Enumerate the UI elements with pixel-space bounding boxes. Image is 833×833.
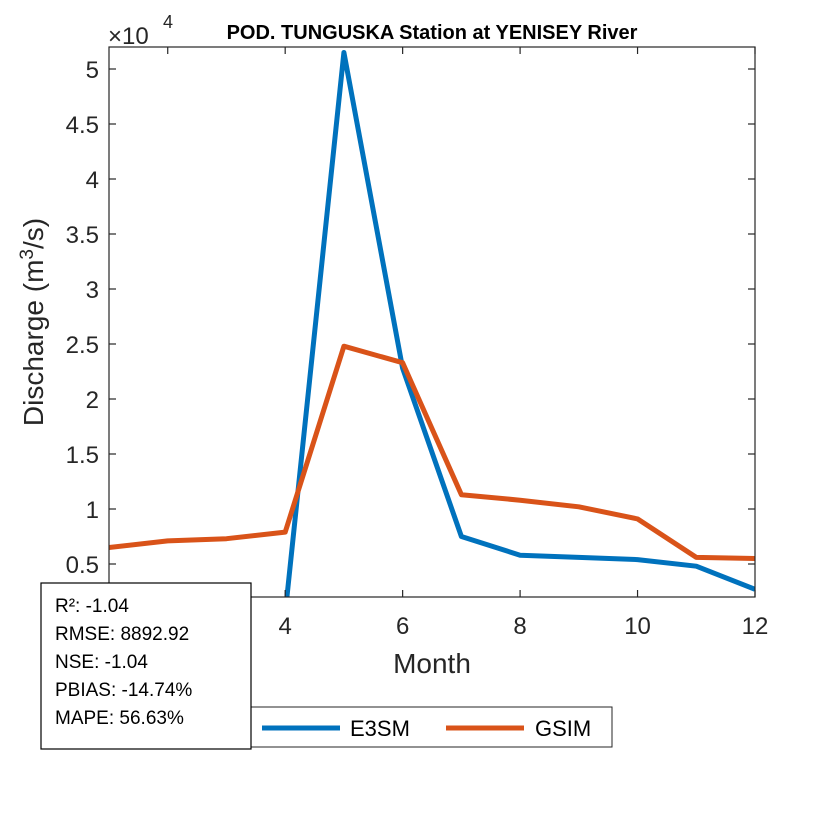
y-tick-label: 1 — [86, 497, 99, 524]
y-tick-label: 4.5 — [66, 112, 99, 139]
chart-title: POD. TUNGUSKA Station at YENISEY River — [227, 22, 638, 44]
x-tick-label: 6 — [396, 613, 409, 640]
y-tick-label: 2.5 — [66, 332, 99, 359]
ticks-layer: 246810120.511.522.533.544.55 — [66, 47, 769, 640]
y-axis-title-main: Discharge (m — [18, 260, 49, 426]
series-line-e3sm — [284, 50, 755, 597]
x-tick-label: 10 — [624, 613, 651, 640]
y-exponent-base: ×10 — [108, 23, 149, 50]
stat-pbias: PBIAS: -14.74% — [55, 680, 192, 701]
stats-box: R²: -1.04 RMSE: 8892.92 NSE: -1.04 PBIAS… — [40, 582, 252, 750]
x-tick-label: 4 — [279, 613, 292, 640]
stat-r2: R²: -1.04 — [55, 596, 129, 617]
series-layer — [109, 50, 755, 597]
series-line-gsim — [109, 343, 755, 561]
legend: E3SM GSIM — [249, 706, 613, 748]
stat-nse: NSE: -1.04 — [55, 652, 148, 673]
x-tick-label: 8 — [513, 613, 526, 640]
y-axis-title-superscript: 3 — [17, 249, 38, 260]
y-axis-title: Discharge (m3/s) — [17, 218, 49, 426]
x-axis-title: Month — [393, 648, 471, 679]
y-tick-label: 2 — [86, 387, 99, 414]
y-tick-label: 3 — [86, 277, 99, 304]
plot-frame — [108, 46, 756, 598]
stat-mape: MAPE: 56.63% — [55, 708, 184, 729]
y-exponent-power: 4 — [163, 12, 173, 32]
stats-box-frame — [40, 582, 252, 750]
y-tick-label: 4 — [86, 167, 99, 194]
y-tick-label: 0.5 — [66, 552, 99, 579]
y-tick-label: 3.5 — [66, 222, 99, 249]
legend-label-gsim: GSIM — [535, 716, 591, 741]
y-tick-label: 5 — [86, 57, 99, 84]
x-tick-label: 12 — [742, 613, 769, 640]
stat-rmse: RMSE: 8892.92 — [55, 624, 189, 645]
y-tick-label: 1.5 — [66, 442, 99, 469]
legend-label-e3sm: E3SM — [350, 716, 410, 741]
y-axis-title-tail: /s) — [18, 218, 49, 249]
